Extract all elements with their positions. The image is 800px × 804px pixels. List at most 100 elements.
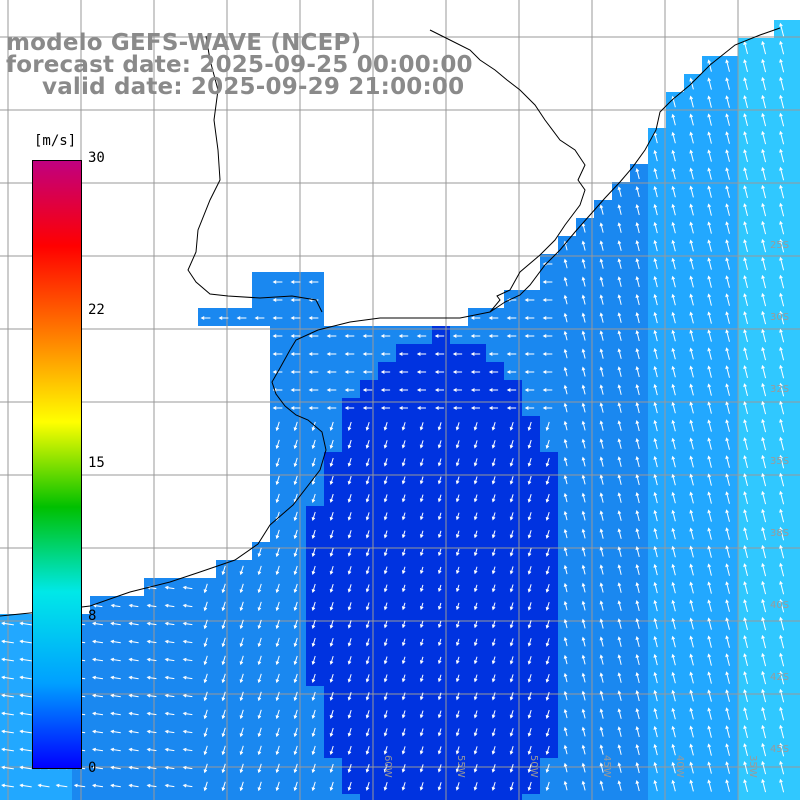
wind-cell bbox=[252, 614, 270, 632]
wind-cell bbox=[720, 506, 738, 524]
wind-arrow bbox=[110, 675, 121, 680]
wind-arrow bbox=[365, 494, 370, 503]
wind-arrow bbox=[110, 747, 121, 752]
wind-arrow bbox=[401, 638, 406, 647]
wind-arrow bbox=[473, 476, 478, 485]
wind-cell bbox=[360, 668, 378, 686]
wind-cell bbox=[576, 776, 594, 794]
wind-arrow bbox=[437, 458, 442, 467]
wind-arrow bbox=[524, 316, 535, 320]
wind-cell bbox=[450, 722, 468, 740]
wind-cell bbox=[648, 542, 666, 560]
wind-arrow bbox=[19, 783, 32, 788]
wind-arrow bbox=[455, 440, 460, 449]
wind-cell bbox=[756, 344, 774, 362]
wind-cell bbox=[342, 326, 360, 344]
wind-arrow bbox=[599, 222, 604, 233]
wind-arrow bbox=[653, 275, 658, 288]
wind-arrow bbox=[761, 778, 767, 793]
wind-cell bbox=[522, 344, 540, 362]
wind-cell bbox=[792, 560, 800, 578]
wind-cell bbox=[630, 272, 648, 290]
wind-cell bbox=[540, 344, 558, 362]
wind-cell bbox=[306, 398, 324, 416]
wind-arrow bbox=[455, 602, 460, 611]
wind-cell bbox=[504, 560, 522, 578]
wind-arrow bbox=[599, 366, 604, 377]
wind-arrow bbox=[689, 131, 694, 144]
wind-cell bbox=[522, 362, 540, 380]
wind-arrow bbox=[599, 258, 604, 269]
wind-cell bbox=[396, 542, 414, 560]
wind-cell bbox=[342, 344, 360, 362]
wind-cell bbox=[288, 380, 306, 398]
wind-cell bbox=[414, 614, 432, 632]
wind-arrow bbox=[329, 655, 334, 665]
wind-arrow bbox=[635, 186, 640, 198]
wind-arrow bbox=[671, 113, 676, 126]
wind-arrow bbox=[725, 365, 730, 378]
wind-arrow bbox=[164, 765, 175, 770]
wind-arrow bbox=[455, 620, 460, 629]
wind-cell bbox=[270, 470, 288, 488]
wind-arrow bbox=[419, 710, 424, 719]
wind-cell bbox=[396, 668, 414, 686]
wind-arrow bbox=[563, 744, 568, 755]
wind-cell bbox=[234, 704, 252, 722]
wind-arrow bbox=[653, 671, 658, 684]
wind-cell bbox=[666, 416, 684, 434]
wind-arrow bbox=[779, 616, 785, 631]
wind-cell bbox=[720, 416, 738, 434]
wind-arrow bbox=[128, 693, 139, 698]
wind-cell bbox=[450, 740, 468, 758]
wind-arrow bbox=[581, 780, 586, 791]
wind-cell bbox=[522, 398, 540, 416]
wind-arrow bbox=[779, 670, 785, 685]
wind-arrow bbox=[92, 693, 104, 698]
wind-cell bbox=[486, 560, 504, 578]
wind-arrow bbox=[182, 711, 193, 716]
wind-arrow bbox=[707, 221, 712, 234]
wind-cell bbox=[738, 326, 756, 344]
wind-arrow bbox=[308, 280, 319, 284]
wind-arrow bbox=[725, 779, 730, 792]
wind-cell bbox=[504, 362, 522, 380]
wind-arrow bbox=[671, 131, 676, 144]
wind-arrow bbox=[401, 710, 406, 719]
wind-arrow bbox=[419, 494, 424, 503]
wind-arrow bbox=[221, 583, 226, 594]
wind-cell bbox=[504, 380, 522, 398]
wind-cell bbox=[126, 794, 144, 804]
wind-cell bbox=[630, 686, 648, 704]
wind-cell bbox=[648, 596, 666, 614]
wind-cell bbox=[702, 218, 720, 236]
wind-cell bbox=[0, 632, 18, 650]
wind-cell bbox=[792, 470, 800, 488]
wind-arrow bbox=[434, 370, 445, 374]
wind-arrow bbox=[455, 422, 460, 431]
wind-cell bbox=[252, 290, 270, 308]
wind-arrow bbox=[365, 638, 370, 647]
wind-arrow bbox=[743, 599, 748, 613]
wind-arrow bbox=[743, 545, 748, 559]
wind-arrow bbox=[599, 780, 604, 791]
wind-arrow bbox=[761, 652, 767, 667]
wind-arrow bbox=[743, 455, 748, 469]
wind-cell bbox=[630, 164, 648, 182]
wind-arrow bbox=[416, 370, 427, 374]
wind-arrow bbox=[272, 334, 283, 338]
wind-arrow bbox=[761, 202, 767, 217]
wind-cell bbox=[324, 686, 342, 704]
wind-cell bbox=[522, 704, 540, 722]
wind-cell bbox=[234, 632, 252, 650]
wind-cell bbox=[558, 596, 576, 614]
wind-cell bbox=[738, 92, 756, 110]
wind-arrow bbox=[707, 383, 712, 396]
wind-arrow bbox=[689, 221, 694, 234]
wind-cell bbox=[396, 470, 414, 488]
wind-cell bbox=[792, 506, 800, 524]
wind-cell bbox=[792, 524, 800, 542]
wind-cell bbox=[702, 776, 720, 794]
wind-cell bbox=[342, 470, 360, 488]
wind-cell bbox=[504, 722, 522, 740]
